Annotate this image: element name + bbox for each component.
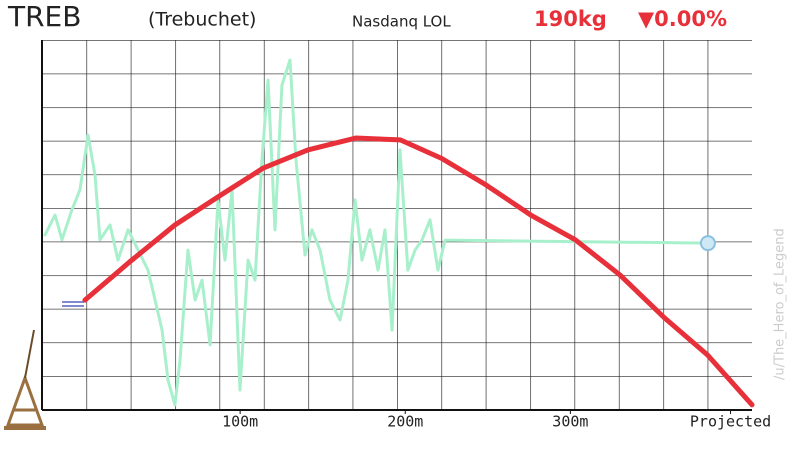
- x-tick-label: Projected: [690, 413, 771, 431]
- watermark: /u/The_Hero_of_Legend: [773, 228, 788, 380]
- x-tick-label: 300m: [552, 413, 588, 431]
- price: 190kg: [534, 7, 607, 31]
- change: ▼0.00%: [638, 7, 727, 31]
- last-point: [699, 235, 716, 252]
- ticker: TREB: [7, 0, 81, 33]
- x-tick-label: 100m: [222, 413, 258, 431]
- company-name: (Trebuchet): [148, 9, 256, 31]
- x-tick-label: 200m: [387, 413, 423, 431]
- series-line: [43, 58, 710, 407]
- exchange: Nasdanq LOL: [352, 13, 451, 31]
- launch-marker: [62, 301, 84, 307]
- series-line: [82, 135, 755, 408]
- trebuchet-icon: [4, 329, 46, 430]
